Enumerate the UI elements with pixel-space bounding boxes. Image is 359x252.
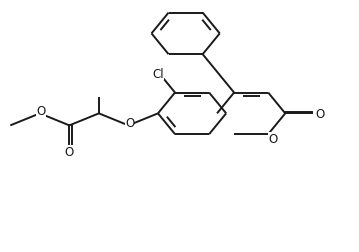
Text: O: O — [125, 116, 134, 129]
Text: Cl: Cl — [152, 68, 164, 81]
Text: O: O — [36, 104, 46, 117]
Text: O: O — [316, 107, 325, 120]
Text: O: O — [65, 145, 74, 158]
Text: O: O — [268, 132, 277, 145]
